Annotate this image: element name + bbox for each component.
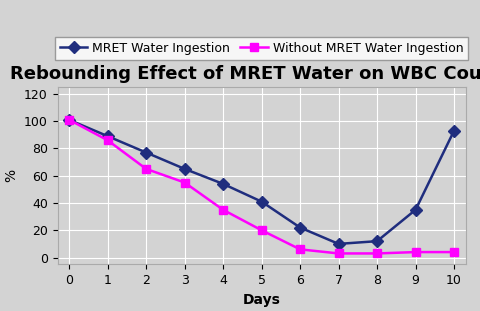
MRET Water Ingestion: [182, 167, 188, 171]
MRET Water Ingestion: [297, 226, 303, 230]
MRET Water Ingestion: [259, 200, 264, 203]
Y-axis label: %: %: [4, 169, 18, 182]
Without MRET Water Ingestion: [374, 252, 380, 255]
MRET Water Ingestion: [105, 134, 110, 138]
Without MRET Water Ingestion: [143, 167, 149, 171]
MRET Water Ingestion: [451, 129, 457, 132]
Without MRET Water Ingestion: [413, 250, 419, 254]
Without MRET Water Ingestion: [259, 228, 264, 232]
X-axis label: Days: Days: [243, 293, 280, 307]
Without MRET Water Ingestion: [336, 252, 341, 255]
Title: Rebounding Effect of MRET Water on WBC Counts: Rebounding Effect of MRET Water on WBC C…: [10, 65, 480, 83]
Legend: MRET Water Ingestion, Without MRET Water Ingestion: MRET Water Ingestion, Without MRET Water…: [55, 37, 468, 60]
MRET Water Ingestion: [66, 118, 72, 122]
Without MRET Water Ingestion: [451, 250, 457, 254]
MRET Water Ingestion: [143, 151, 149, 154]
Without MRET Water Ingestion: [220, 208, 226, 212]
Without MRET Water Ingestion: [66, 118, 72, 122]
Without MRET Water Ingestion: [297, 248, 303, 251]
Line: MRET Water Ingestion: MRET Water Ingestion: [65, 116, 458, 248]
MRET Water Ingestion: [374, 239, 380, 243]
Without MRET Water Ingestion: [105, 138, 110, 142]
Line: Without MRET Water Ingestion: Without MRET Water Ingestion: [65, 116, 458, 258]
MRET Water Ingestion: [336, 242, 341, 246]
MRET Water Ingestion: [413, 208, 419, 212]
Without MRET Water Ingestion: [182, 181, 188, 184]
MRET Water Ingestion: [220, 182, 226, 186]
